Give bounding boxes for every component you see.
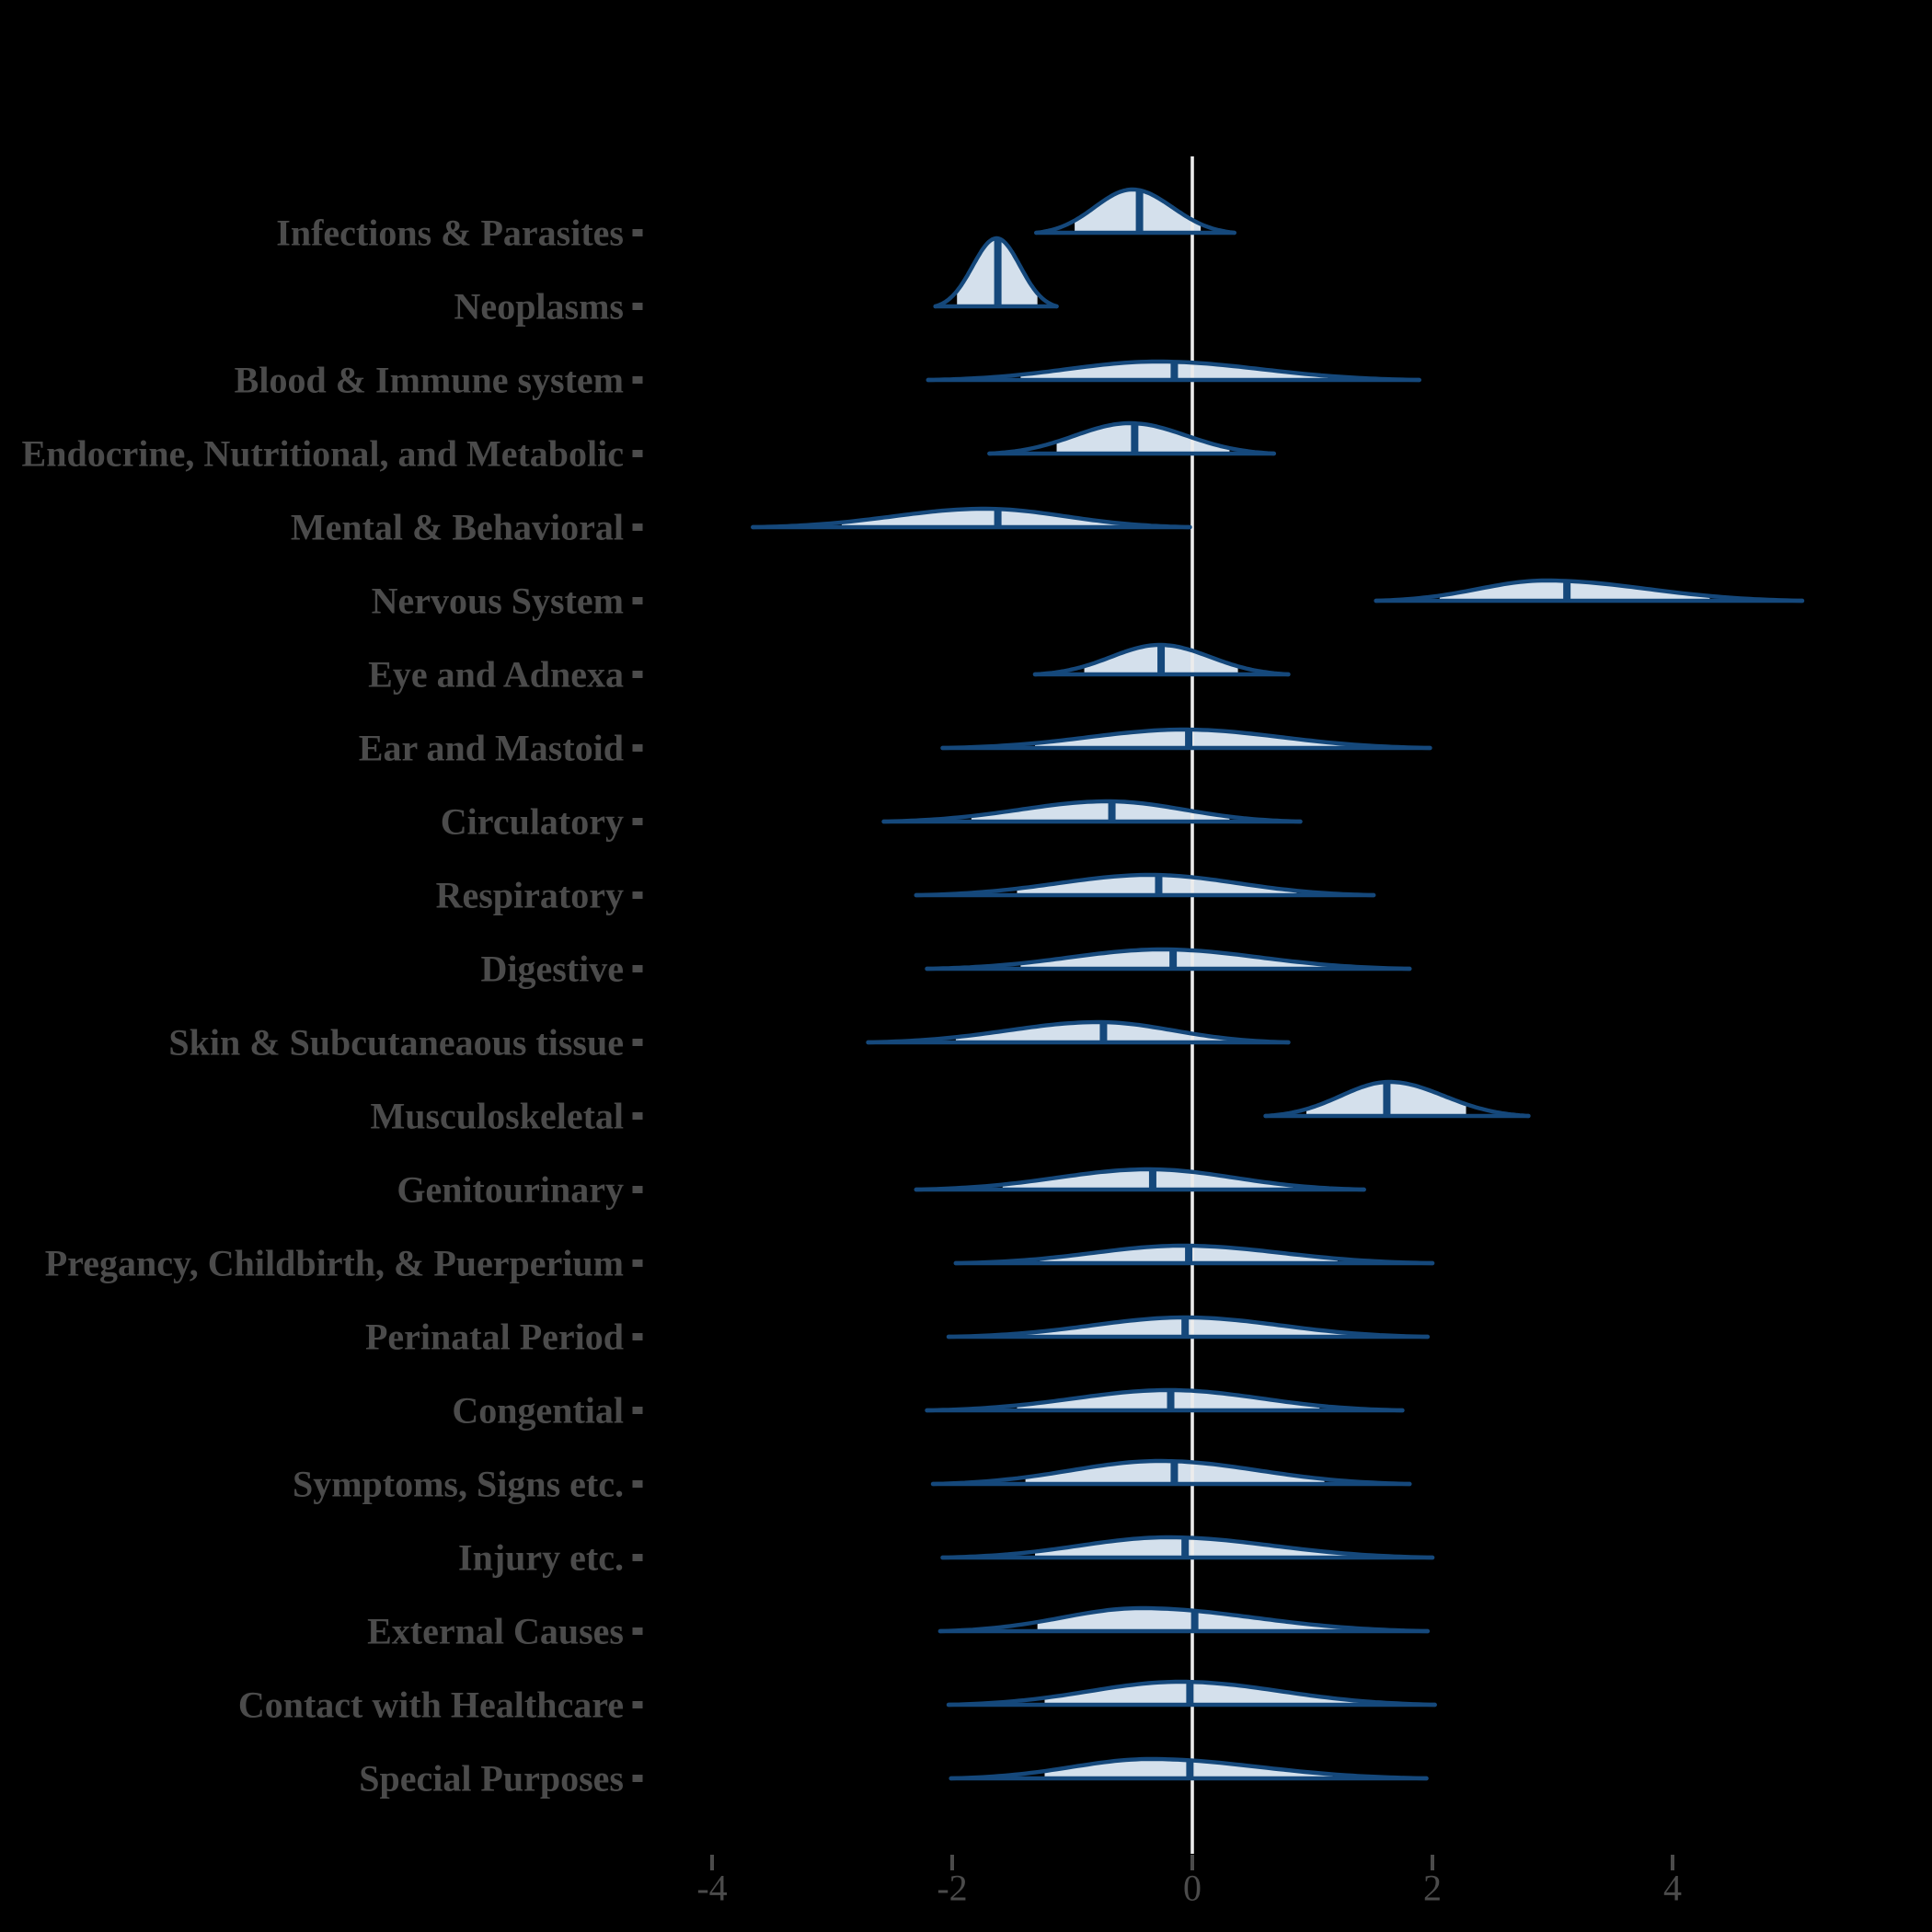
x-tick-label: 2 xyxy=(1423,1868,1442,1909)
density-outline xyxy=(925,1387,1405,1413)
density-outline xyxy=(751,506,1192,530)
category-tick-square xyxy=(632,1627,643,1635)
density-outline xyxy=(914,872,1376,898)
density-outline xyxy=(866,1019,1291,1045)
category-tick-square xyxy=(632,229,643,236)
category-label: Musculoskeletal xyxy=(370,1096,624,1137)
category-tick-square xyxy=(632,303,643,310)
density-fill xyxy=(971,801,1230,822)
x-axis-layer: -4 -2 0 2 4 xyxy=(696,1855,1682,1909)
density-outline xyxy=(914,1167,1366,1192)
category-label: Respiratory xyxy=(436,875,624,916)
category-tick-square xyxy=(632,818,643,825)
density-outline xyxy=(940,1535,1435,1560)
category-label: Eye and Adnexa xyxy=(368,654,624,696)
x-tick-label: 0 xyxy=(1183,1868,1202,1909)
density-outline xyxy=(949,1756,1429,1781)
density-outline xyxy=(953,1243,1435,1266)
category-label: Congential xyxy=(452,1390,624,1432)
category-label: Mental & Behavioral xyxy=(291,507,624,548)
category-label: Perinatal Period xyxy=(365,1317,624,1358)
density-fill xyxy=(1035,1537,1360,1558)
category-tick-square xyxy=(632,1407,643,1414)
category-tick-square xyxy=(632,523,643,531)
category-label: Symptoms, Signs etc. xyxy=(293,1464,624,1505)
category-tick-square xyxy=(632,1554,643,1561)
density-outline xyxy=(946,1315,1430,1340)
density-outline xyxy=(1034,187,1236,236)
category-label: Blood & Immune system xyxy=(235,360,624,401)
density-outline xyxy=(925,947,1412,972)
category-label: Injury etc. xyxy=(458,1537,624,1579)
category-label: Skin & Subcutaneaous tissue xyxy=(168,1022,624,1064)
category-tick-square xyxy=(632,1775,643,1782)
density-outline xyxy=(987,420,1276,456)
category-label: Nervous System xyxy=(372,581,624,622)
density-outline xyxy=(933,236,1059,309)
density-outline xyxy=(1263,1079,1531,1119)
category-label: Circulatory xyxy=(441,801,624,843)
category-label: Neoplasms xyxy=(454,286,624,328)
category-label: Infections & Parasites xyxy=(276,213,624,254)
density-outline xyxy=(940,727,1432,751)
density-outline xyxy=(881,799,1303,824)
category-tick-square xyxy=(632,1039,643,1046)
category-tick-square xyxy=(632,1259,643,1267)
density-outline xyxy=(937,1605,1430,1634)
category-tick-square xyxy=(632,597,643,604)
density-outline xyxy=(946,1679,1437,1708)
density-outline xyxy=(1374,578,1805,604)
category-tick-square xyxy=(632,450,643,457)
category-label: Special Purposes xyxy=(359,1758,624,1800)
category-tick-square xyxy=(632,744,643,752)
density-strokes-layer xyxy=(751,187,1805,1781)
category-label: Pregancy, Childbirth, & Puerperium xyxy=(45,1243,624,1284)
category-tick-square xyxy=(632,891,643,899)
density-fills-layer xyxy=(841,190,1710,1778)
x-tick-label: -4 xyxy=(696,1868,727,1909)
density-fill xyxy=(1044,1682,1363,1705)
category-label: Ear and Mastoid xyxy=(359,728,624,769)
category-label: Digestive xyxy=(480,949,624,990)
category-tick-square xyxy=(632,1333,643,1340)
category-label: Endocrine, Nutritional, and Metabolic xyxy=(22,433,624,475)
density-outline xyxy=(1032,642,1291,677)
category-tick-square xyxy=(632,671,643,678)
density-fill xyxy=(955,1022,1230,1042)
density-fill xyxy=(1002,1169,1294,1190)
category-tick-square xyxy=(632,376,643,384)
category-tick-square xyxy=(632,1701,643,1708)
category-label: Contact with Healthcare xyxy=(238,1685,624,1726)
x-tick-label: -2 xyxy=(937,1868,967,1909)
category-tick-square xyxy=(632,1480,643,1488)
density-outline xyxy=(926,359,1421,383)
category-label: External Causes xyxy=(367,1611,624,1652)
category-ticks-layer xyxy=(632,229,643,1782)
category-tick-square xyxy=(632,965,643,972)
category-tick-square xyxy=(632,1112,643,1120)
category-labels-layer: Infections & Parasites Neoplasms Blood & I… xyxy=(22,213,624,1800)
density-fill xyxy=(1056,423,1230,454)
category-tick-square xyxy=(632,1186,643,1193)
x-tick-label: 4 xyxy=(1663,1868,1682,1909)
category-label: Genitourinary xyxy=(397,1169,624,1211)
density-fill xyxy=(841,509,1125,527)
density-outline xyxy=(930,1458,1412,1487)
